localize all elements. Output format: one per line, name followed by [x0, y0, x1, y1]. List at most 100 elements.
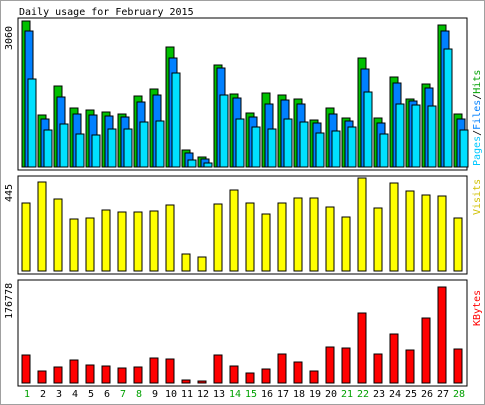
kbytes-bar-day-23: [373, 353, 383, 384]
pages-bar-day-25: [411, 104, 421, 168]
legend-sep-1: /: [472, 130, 483, 136]
visits-bar-day-19: [309, 197, 319, 272]
visits-bar-day-11: [181, 253, 191, 272]
x-tick-label-day-26: 26: [421, 389, 433, 400]
kbytes-bar-day-10: [165, 358, 175, 384]
pages-bar-day-21: [347, 126, 357, 168]
legend-sep-2: /: [472, 94, 483, 100]
x-tick-label-day-27: 27: [437, 389, 449, 400]
kbytes-bar-day-8: [133, 366, 143, 384]
x-tick-label-day-12: 12: [197, 389, 209, 400]
x-tick-label-day-4: 4: [72, 389, 78, 400]
kbytes-bar-day-2: [37, 370, 47, 384]
pages-bar-day-9: [155, 120, 165, 168]
kbytes-bar-day-27: [437, 286, 447, 384]
pages-bar-day-19: [315, 132, 325, 168]
panel-frames: [17, 17, 468, 387]
pages-bar-day-18: [299, 121, 309, 168]
bottom-panel-frame: [17, 279, 468, 387]
chart-title: Daily usage for February 2015: [19, 7, 194, 18]
pages-bar-day-4: [75, 133, 85, 168]
kbytes-bar-day-12: [197, 380, 207, 384]
visits-bar-day-12: [197, 256, 207, 272]
pages-bar-day-3: [59, 123, 69, 168]
kbytes-bar-day-9: [149, 357, 159, 384]
pages-bar-day-24: [395, 103, 405, 168]
pages-bar-day-17: [283, 118, 293, 168]
pages-bar-day-2: [43, 129, 53, 168]
pages-bar-day-15: [251, 126, 261, 168]
visits-bar-day-21: [341, 216, 351, 272]
pages-bar-day-6: [107, 128, 117, 168]
hits-files-pages-bars: [21, 20, 469, 168]
visits-bar-day-9: [149, 210, 159, 272]
visits-bar-day-14: [229, 189, 239, 272]
pages-bar-day-1: [27, 78, 37, 168]
x-tick-label-day-19: 19: [309, 389, 321, 400]
kbytes-bar-day-3: [53, 366, 63, 384]
kbytes-bar-day-6: [101, 365, 111, 384]
pages-bar-day-28: [459, 129, 469, 168]
kbytes-bar-day-13: [213, 354, 223, 384]
visits-bar-day-16: [261, 213, 271, 272]
legend-pages: Pages: [472, 136, 483, 166]
visits-bar-day-28: [453, 217, 463, 272]
visits-bar-day-23: [373, 207, 383, 272]
visits-bar-day-3: [53, 198, 63, 272]
kbytes-bar-day-18: [293, 361, 303, 384]
kbytes-bar-day-1: [21, 354, 31, 384]
kbytes-bar-day-25: [405, 349, 415, 384]
visits-bar-day-10: [165, 204, 175, 272]
pages-bar-day-16: [267, 128, 277, 168]
kbytes-bar-day-11: [181, 379, 191, 384]
visits-bar-day-20: [325, 206, 335, 272]
visits-bars: [21, 177, 463, 272]
x-tick-label-day-5: 5: [88, 389, 94, 400]
visits-bar-day-8: [133, 211, 143, 272]
visits-bar-day-27: [437, 195, 447, 272]
x-tick-label-day-17: 17: [277, 389, 289, 400]
visits-bar-day-4: [69, 218, 79, 272]
kbytes-bars: [21, 286, 463, 384]
x-tick-label-day-13: 13: [213, 389, 225, 400]
kbytes-bar-day-14: [229, 365, 239, 384]
kbytes-bar-day-7: [117, 367, 127, 384]
visits-bar-day-26: [421, 194, 431, 272]
visits-bar-day-2: [37, 181, 47, 272]
pages-bar-day-10: [171, 72, 181, 168]
kbytes-bar-day-19: [309, 370, 319, 384]
x-tick-label-day-24: 24: [389, 389, 401, 400]
x-tick-label-day-16: 16: [261, 389, 273, 400]
visits-bar-day-13: [213, 203, 223, 272]
x-tick-label-day-20: 20: [325, 389, 337, 400]
x-tick-label-day-15: 15: [245, 389, 257, 400]
pages-bar-day-8: [139, 121, 149, 168]
kbytes-bar-day-4: [69, 359, 79, 384]
visits-bar-day-24: [389, 182, 399, 272]
pages-bar-day-27: [443, 48, 453, 168]
x-tick-label-day-10: 10: [165, 389, 177, 400]
visits-bar-day-22: [357, 177, 367, 272]
pages-bar-day-22: [363, 91, 373, 168]
kbytes-bar-day-24: [389, 333, 399, 384]
visits-bar-day-7: [117, 211, 127, 272]
visits-bar-day-6: [101, 209, 111, 272]
middle-max-label: 445: [4, 184, 15, 202]
kbytes-bar-day-15: [245, 372, 255, 384]
legend-visits: Visits: [472, 179, 483, 215]
visits-bar-day-1: [21, 202, 31, 272]
visits-bar-day-5: [85, 217, 95, 272]
x-tick-label-day-8: 8: [136, 389, 142, 400]
visits-bar-day-18: [293, 197, 303, 272]
visits-bar-day-17: [277, 202, 287, 272]
x-axis-day-labels: 1 2 3 4 5 6 7 8 9 10 11 12 13 14 15 16 17 18 19 20 21 22 23 24 2…: [24, 389, 465, 400]
x-tick-label-day-2: 2: [40, 389, 46, 400]
pages-bar-day-26: [427, 105, 437, 168]
pages-bar-day-14: [235, 118, 245, 168]
kbytes-bar-day-21: [341, 347, 351, 384]
kbytes-bar-day-17: [277, 353, 287, 384]
pages-bar-day-12: [203, 162, 213, 168]
x-tick-label-day-14: 14: [229, 389, 241, 400]
kbytes-bar-day-28: [453, 348, 463, 384]
